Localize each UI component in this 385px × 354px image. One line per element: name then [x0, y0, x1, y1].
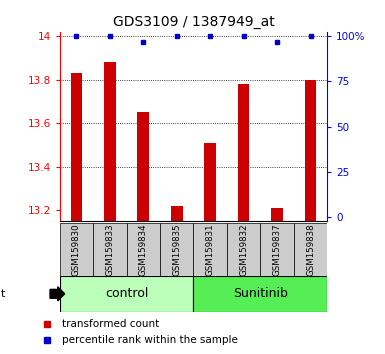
Text: agent: agent [0, 289, 6, 299]
Text: GSM159830: GSM159830 [72, 223, 81, 276]
Bar [60, 223, 93, 276]
Text: GSM159832: GSM159832 [239, 223, 248, 276]
Text: GSM159834: GSM159834 [139, 223, 148, 276]
Text: GSM159833: GSM159833 [105, 223, 114, 276]
Bar [60, 276, 193, 312]
Bar [193, 276, 327, 312]
Bar [127, 223, 160, 276]
Bar [271, 208, 283, 221]
Bar [93, 223, 127, 276]
Bar [227, 223, 260, 276]
Text: GSM159838: GSM159838 [306, 223, 315, 276]
Text: GSM159837: GSM159837 [273, 223, 281, 276]
Bar [137, 113, 149, 221]
Bar [305, 80, 316, 221]
Bar [160, 223, 194, 276]
Title: GDS3109 / 1387949_at: GDS3109 / 1387949_at [112, 16, 275, 29]
Text: Sunitinib: Sunitinib [233, 287, 288, 300]
Bar [260, 223, 294, 276]
Bar [294, 223, 327, 276]
Bar [193, 223, 227, 276]
Bar [171, 206, 182, 221]
Bar [104, 62, 116, 221]
Text: control: control [105, 287, 148, 300]
Text: transformed count: transformed count [62, 319, 159, 329]
Text: GSM159831: GSM159831 [206, 223, 215, 276]
Bar [204, 143, 216, 221]
Bar [70, 73, 82, 221]
Text: GSM159835: GSM159835 [172, 223, 181, 276]
Bar [238, 84, 249, 221]
Text: percentile rank within the sample: percentile rank within the sample [62, 335, 238, 345]
